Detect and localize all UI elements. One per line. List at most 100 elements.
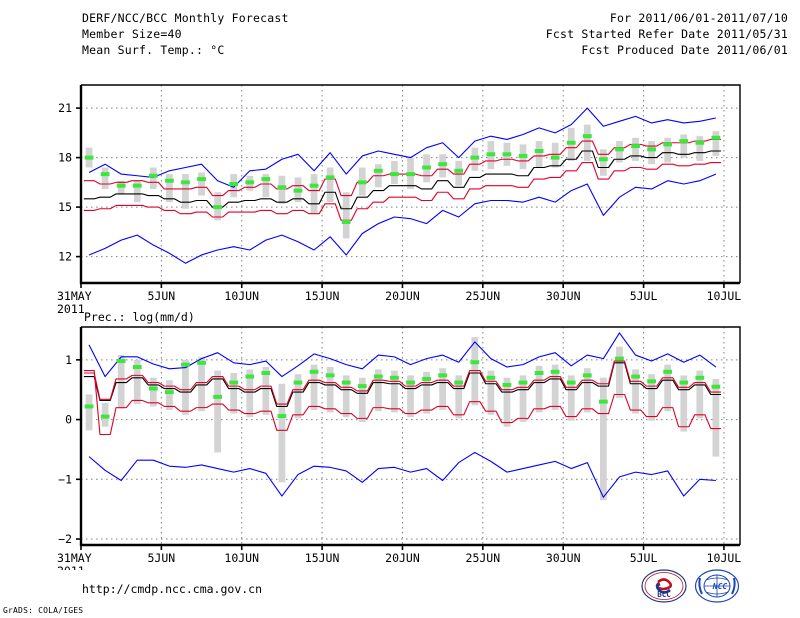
spread-bar xyxy=(133,359,141,405)
observation-mark xyxy=(663,142,673,147)
observation-mark xyxy=(486,152,496,157)
y-tick-label: 21 xyxy=(58,101,72,115)
spread-bar xyxy=(632,369,639,414)
observation-mark xyxy=(390,375,399,380)
precipitation-svg: −2 −1 0 1 31MAY 5JUN 10JUN 15JUN 20JUN 25JUN 30JUN… xyxy=(57,310,741,570)
spread-bar xyxy=(487,370,495,415)
observation-mark xyxy=(486,375,496,380)
spread-bar xyxy=(519,375,527,422)
series-max xyxy=(88,332,717,378)
temperature-observations xyxy=(84,134,721,224)
observation-mark xyxy=(679,139,689,144)
observation-mark xyxy=(357,180,367,185)
observation-mark xyxy=(695,140,705,145)
spread-bar xyxy=(503,377,511,427)
spread-bar xyxy=(664,364,672,412)
spread-bar xyxy=(133,180,141,203)
spread-bar xyxy=(374,369,382,412)
spread-bar xyxy=(616,141,623,163)
spread-bar xyxy=(535,141,543,168)
spread-bar xyxy=(166,380,173,411)
series-min xyxy=(88,451,716,498)
ncc-logo-text: NCC xyxy=(712,582,728,591)
spread-bar xyxy=(198,172,205,196)
observation-mark xyxy=(647,147,656,152)
spread-bar xyxy=(664,137,672,163)
observation-mark xyxy=(615,356,624,361)
observation-mark xyxy=(245,374,255,379)
member-size-label: Member Size=40 xyxy=(82,27,182,41)
bcc-logo: BCC xyxy=(641,569,687,603)
spread-bar xyxy=(358,377,366,422)
observation-mark xyxy=(534,370,544,375)
spread-bar xyxy=(310,364,318,411)
observation-mark xyxy=(341,219,351,224)
observation-mark xyxy=(422,165,431,170)
observation-mark xyxy=(132,183,142,188)
observation-mark xyxy=(470,360,480,365)
observation-mark xyxy=(309,369,319,374)
spread-bar xyxy=(471,337,479,406)
observation-mark xyxy=(213,205,222,210)
ncc-logo: NCC xyxy=(694,569,740,603)
observation-mark xyxy=(181,180,190,185)
observation-mark xyxy=(84,155,94,160)
spread-bar xyxy=(455,160,463,186)
observation-mark xyxy=(566,380,576,385)
spread-bar xyxy=(680,375,688,432)
observation-mark xyxy=(197,177,206,182)
forecast-started-label: Fcst Started Refer Date 2011/05/31 xyxy=(545,27,788,41)
x-axis-year-label: 2011 xyxy=(57,564,85,570)
spread-bar xyxy=(246,369,254,418)
observation-mark xyxy=(582,134,592,139)
spread-bar xyxy=(696,136,704,161)
observation-mark xyxy=(261,177,271,182)
spread-bar xyxy=(230,372,238,414)
spread-bar xyxy=(616,346,623,399)
observation-mark xyxy=(293,188,303,193)
observation-mark xyxy=(293,380,303,385)
observation-mark xyxy=(679,380,689,385)
y-tick-label: 18 xyxy=(58,151,72,165)
observation-mark xyxy=(631,144,640,149)
observation-mark xyxy=(550,369,560,374)
observation-mark xyxy=(229,182,239,186)
x-tick-label: 30JUN xyxy=(546,551,581,565)
precipitation-observations xyxy=(84,356,721,419)
spread-bar xyxy=(182,174,189,209)
x-axis-year-label: 2011 xyxy=(57,302,85,315)
spread-bar xyxy=(278,383,286,483)
observation-mark xyxy=(470,155,480,160)
x-tick-label: 10JUN xyxy=(224,289,259,303)
spread-bar xyxy=(648,141,655,165)
x-tick-label: 30JUN xyxy=(546,289,581,303)
temperature-svg: 12 15 18 21 31MAY 5JUN 10JUN 15JUN 20JUN 25JUN 30J… xyxy=(57,84,741,315)
spread-bar xyxy=(423,371,430,414)
spread-bar xyxy=(294,374,302,419)
observation-mark xyxy=(309,183,319,188)
observation-mark xyxy=(116,183,126,188)
observation-mark xyxy=(357,384,367,389)
website-url[interactable]: http://cmdp.ncc.cma.gov.cn xyxy=(82,582,263,596)
spread-bar xyxy=(262,367,270,415)
forecast-produced-label: Fcst Produced Date 2011/06/01 xyxy=(581,43,788,57)
precipitation-series xyxy=(83,332,722,498)
observation-mark xyxy=(647,379,656,384)
spread-bar xyxy=(149,377,157,407)
x-tick-label: 5JUN xyxy=(148,551,176,565)
precipitation-title: Prec.: log(mm/d) xyxy=(84,310,195,324)
spread-bar xyxy=(342,192,350,239)
spread-bar xyxy=(567,375,575,421)
y-tick-label: 12 xyxy=(58,250,72,264)
spread-bar xyxy=(101,167,109,189)
observation-mark xyxy=(277,413,287,418)
observation-mark xyxy=(631,374,640,379)
x-tick-label: 15JUN xyxy=(305,289,340,303)
temperature-chart: 12 15 18 21 31MAY 5JUN 10JUN 15JUN 20JUN 25JUN 30J… xyxy=(0,70,800,315)
observation-mark xyxy=(582,373,592,378)
bcc-logo-text: BCC xyxy=(657,590,671,599)
observation-mark xyxy=(84,404,94,409)
observation-mark xyxy=(277,185,287,190)
observation-mark xyxy=(197,360,206,365)
series-p75 xyxy=(83,138,722,197)
